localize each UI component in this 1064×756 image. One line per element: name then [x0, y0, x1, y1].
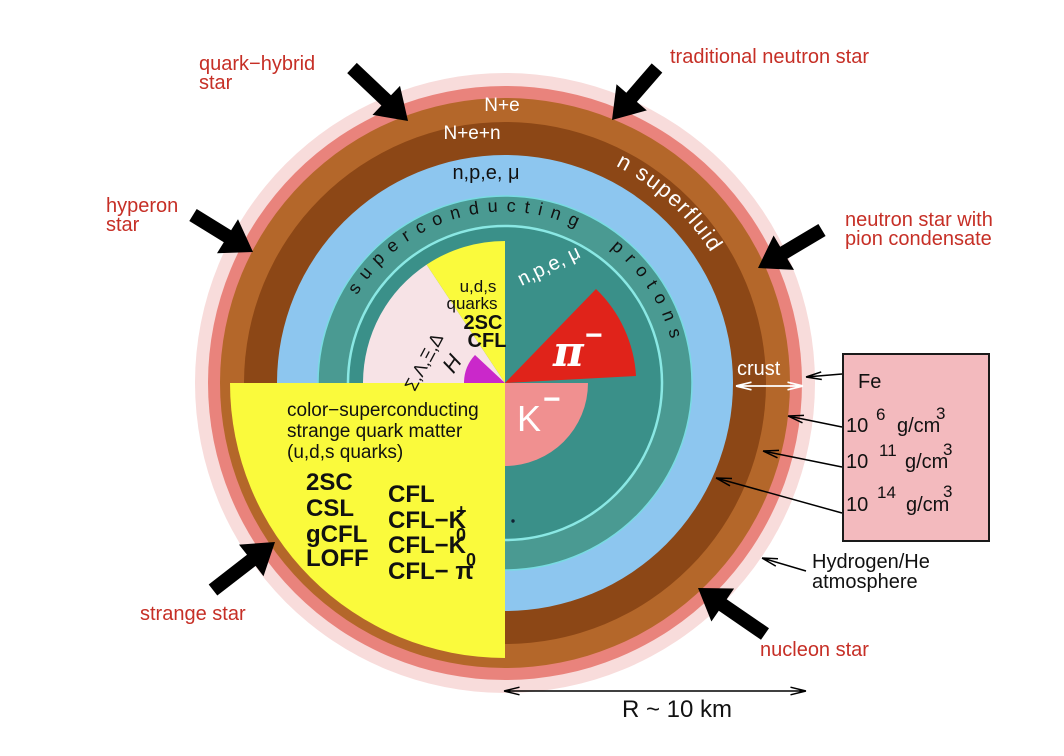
nucleon-star-arrow	[698, 588, 769, 640]
quark-hybrid-star-label-line2: star	[199, 72, 233, 94]
density-box	[842, 353, 990, 542]
phase-cfl-k0: CFL−K	[388, 532, 467, 559]
hyperon-arrow	[189, 209, 253, 254]
phase-cfl: CFL	[388, 481, 435, 508]
pion-charge-sign: −	[585, 319, 603, 352]
atmosphere-callout-arrow	[761, 557, 807, 572]
density11-unit: g/cm	[905, 451, 948, 473]
pion-condensate-arrow	[758, 224, 826, 270]
radius-label: R ~ 10 km	[622, 696, 732, 723]
density11-base: 10	[846, 451, 868, 473]
inner-crust-label: N+e+n	[443, 123, 500, 144]
h-matter-wedge	[463, 355, 505, 383]
radius-arrow	[503, 686, 807, 696]
phase-loff: LOFF	[306, 545, 369, 572]
uds-label-line2: quarks	[446, 294, 497, 313]
phase-cfl-k-plus: CFL−K	[388, 507, 467, 534]
phase-csl: CSL	[306, 495, 354, 522]
phase-cfl-pi0-sup: 0	[466, 550, 476, 570]
hyperon-star-label-line1: hyperon	[106, 195, 178, 217]
kaon-label: K	[517, 398, 541, 439]
traditional-neutron-star-label: traditional neutron star	[670, 46, 869, 68]
small-dot	[511, 519, 515, 523]
phase-gcfl: gCFL	[306, 521, 367, 548]
phase-2sc: 2SC	[306, 469, 353, 496]
outer-crust-label: N+e	[484, 95, 519, 116]
crust-label: crust	[737, 358, 781, 380]
pion-condensate-star-label-line2: pion condensate	[845, 228, 992, 250]
density6-exp: 6	[876, 405, 885, 424]
phase-cfl-k0-sup: 0	[456, 525, 466, 545]
density14-base: 10	[846, 494, 868, 516]
uds-cfl-label: CFL	[468, 330, 507, 352]
density14-unit-exp: 3	[943, 482, 952, 501]
strange-star-arrow	[208, 542, 275, 596]
density6-base: 10	[846, 415, 868, 437]
density6-callout-arrow	[787, 414, 843, 428]
kaon-condensate-wedge	[505, 383, 588, 466]
density11-callout-arrow	[762, 449, 843, 468]
sector-title-line2: strange quark matter	[287, 421, 463, 442]
hydrogen-atmosphere-label-line1: Hydrogen/He	[812, 551, 930, 573]
quark-hybrid-star-label-line1: quark−hybrid	[199, 53, 315, 75]
traditional-arrow	[612, 63, 663, 120]
nucleon-star-label: nucleon star	[760, 639, 869, 661]
uds-quark-wedge	[426, 241, 505, 383]
pion-condensate-wedge	[505, 289, 636, 383]
density11-unit-exp: 3	[943, 440, 952, 459]
hydrogen-atmosphere-label-line2: atmosphere	[812, 571, 918, 593]
crust-extent-arrow	[735, 381, 804, 391]
phase-cfl-k-plus-sup: +	[456, 501, 467, 521]
pion-condensate-star-label-line1: neutron star with	[845, 209, 993, 231]
outer-core-label: n,p,e, μ	[452, 162, 519, 184]
sector-title-line3: (u,d,s quarks)	[287, 442, 403, 463]
density14-unit: g/cm	[906, 494, 949, 516]
phase-cfl-pi0: CFL− π	[388, 558, 474, 585]
density14-callout-arrow	[715, 477, 843, 514]
uds-label-line1: u,d,s	[460, 277, 497, 296]
hyperon-star-label-line2: star	[106, 214, 140, 236]
density6-unit: g/cm	[897, 415, 940, 437]
strange-star-label: strange star	[140, 603, 246, 625]
uds-2sc-label: 2SC	[464, 312, 503, 334]
strange-quark-matter-sector	[230, 383, 505, 658]
density14-exp: 14	[877, 483, 896, 502]
quark-hybrid-arrow	[347, 62, 408, 121]
fe-callout-arrow	[805, 371, 843, 381]
sector-title-line1: color−superconducting	[287, 400, 479, 421]
pion-label: π	[552, 327, 585, 376]
kaon-charge-sign: −	[543, 383, 561, 416]
hyperon-wedge	[363, 264, 505, 383]
fe-label: Fe	[858, 371, 881, 393]
density11-exp: 11	[879, 441, 897, 460]
density6-unit-exp: 3	[936, 404, 945, 423]
